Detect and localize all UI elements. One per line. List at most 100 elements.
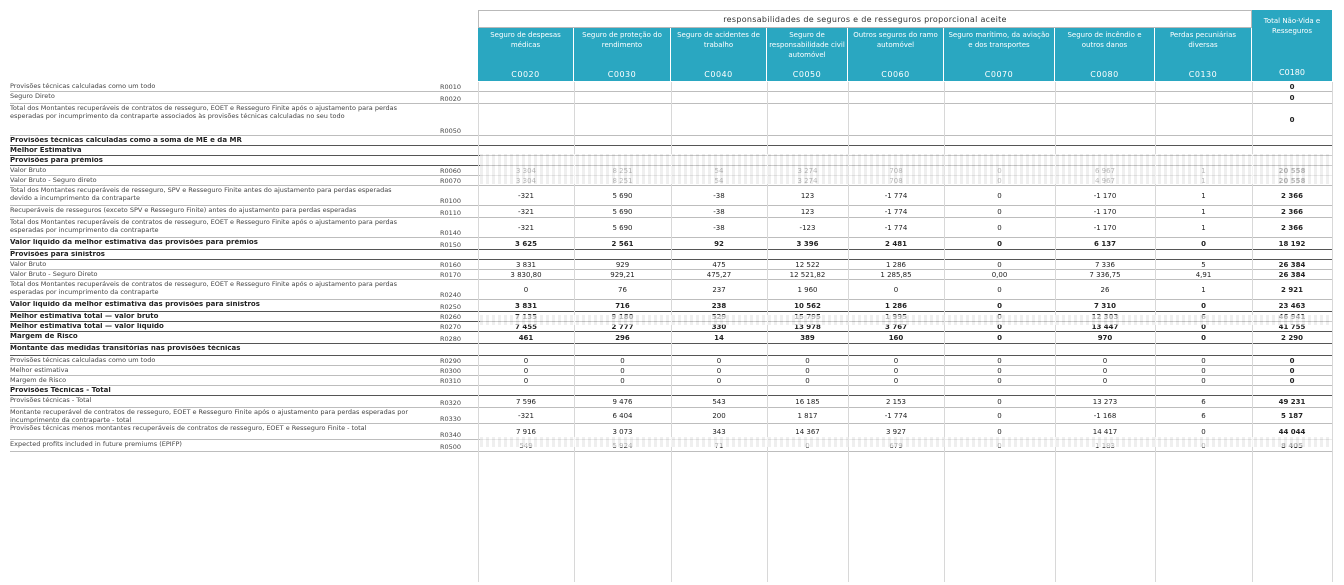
table-cell: 0 [1201,333,1206,342]
table-cell: 0 [1102,376,1108,385]
table-cell: 0 [716,356,722,365]
shaded-band [480,315,1332,325]
table-cell-total: 0 [1289,115,1295,124]
table-cell: 1 817 [797,411,818,420]
table-cell: 0 [893,366,899,375]
row-label: Montante das medidas transitórias nas pr… [10,345,241,352]
row-label: Provisões técnicas - Total [10,397,92,404]
table-cell: 6 [1201,411,1206,420]
row-label: Recuperáveis de resseguros (exceto SPV e… [10,207,357,214]
table-row: Seguro Direto R0020 0 [0,92,1332,104]
table-cell: 7 596 [515,397,537,406]
table-row: Margem de Risco R0280 461 296 14 389 160 0 970 0 2… [0,332,1332,344]
row-code: R0010 [440,83,462,91]
table-cell: 0 [997,207,1002,216]
row-label: Valor Bruto - Seguro Direto [10,271,98,278]
row-code: R0020 [440,95,462,103]
row-label: Melhor estimativa [10,367,69,374]
table-cell: 76 [618,285,627,294]
row-label: Provisões técnicas calculadas como um to… [10,83,156,90]
table-cell: 0 [997,223,1002,232]
table-cell: 13 273 [1092,397,1118,406]
table-row: Provisões para sinistros [0,250,1332,260]
table-cell: 0 [523,366,529,375]
column-header-c0040: Seguro de acidentes de trabalho C0040 [671,28,767,81]
shaded-band [480,437,1332,447]
table-cell: 7 336 [1094,260,1116,269]
grid-line [671,82,672,582]
row-label: Valor Bruto [10,167,47,174]
table-row: Valor Bruto - Seguro Direto R0170 3 830,80… [0,270,1332,280]
table-cell: 5 690 [612,207,633,216]
table-cell: 238 [711,301,727,310]
grid-line [1332,82,1333,582]
column-header-label: Seguro de despesas médicas [490,31,561,49]
table-cell: 2 481 [885,239,907,248]
table-cell: 3 830,80 [510,270,542,279]
table-cell: 14 417 [1092,427,1118,436]
table-cell-total: 49 231 [1278,397,1306,406]
table-cell: 0 [805,366,810,375]
grid-line [574,82,575,582]
table-cell: 0 [805,356,810,365]
row-label: Valor líquido da melhor estimativa das p… [10,239,258,246]
table-cell: 5 690 [612,223,633,232]
table-cell: 716 [615,301,630,310]
table-cell: 1 [1201,207,1206,216]
row-label: Margem de Risco [10,377,67,384]
table-cell: 0 [997,333,1002,342]
table-cell: 929,21 [610,270,635,279]
row-code: R0070 [440,177,462,185]
table-cell: 1 [1201,285,1206,294]
table-row: Valor líquido da melhor estimativa das p… [0,238,1332,250]
table-cell: 0 [620,366,625,375]
row-code: R0110 [440,209,462,217]
row-code: R0160 [440,261,462,269]
table-cell: -321 [518,207,534,216]
table-cell: -321 [518,223,534,232]
grid-line [1252,82,1253,582]
table-cell: 3 831 [515,260,537,269]
row-label: Melhor estimativa total — valor líquido [10,323,164,330]
table-cell: 200 [712,411,726,420]
table-cell: 6 404 [612,411,633,420]
table-cell: 14 367 [795,427,820,436]
table-cell: 0,00 [991,270,1008,279]
column-header-c0020: Seguro de despesas médicas C0020 [478,28,574,81]
column-header-code: C0030 [607,70,637,79]
table-cell-total: 18 192 [1278,239,1306,248]
row-code: R0320 [440,399,462,407]
table-cell-total: 26 384 [1278,270,1306,279]
row-label: Valor líquido da melhor estimativa das p… [10,301,260,308]
table-row: Margem de Risco R0310 0 0 0 0 0 0 0 0 0 [0,376,1332,386]
table-row: Provisões Técnicas - Total [0,386,1332,396]
row-code: R0500 [440,443,462,451]
table-cell: 929 [615,260,630,269]
table-row: Provisões técnicas calculadas como a som… [0,136,1332,146]
table-cell: 0 [893,356,899,365]
table-cell: -38 [713,191,725,200]
table-row: Valor Bruto R0160 3 831 929 475 12 522 1 286 0 7… [0,260,1332,270]
row-label: Valor Bruto [10,261,47,268]
table-cell: 475,27 [706,270,732,279]
table-cell: -321 [518,191,534,200]
table-cell: 0 [997,191,1002,200]
table-cell-total: 44 044 [1278,427,1306,436]
row-label: Provisões técnicas calculadas como a som… [10,137,242,144]
row-label: Total dos Montantes recuperáveis de cont… [10,281,398,296]
table-cell: -1 774 [884,207,908,216]
table-cell: 92 [714,239,724,248]
table-cell: 6 [1201,397,1206,406]
table-cell: 0 [997,285,1002,294]
row-label: Total dos Montantes recuperáveis de cont… [10,105,398,120]
grid-line [944,82,945,582]
table-row: Recuperáveis de resseguros (exceto SPV e… [0,206,1332,218]
table-cell: 10 562 [794,301,821,310]
table-cell-total: 0 [1289,82,1295,91]
table-cell: 5 690 [612,191,633,200]
table-cell-total: 5 187 [1281,411,1303,420]
table-row: Melhor estimativa R0300 0 0 0 0 0 0 0 0 0 [0,366,1332,376]
row-label: Total dos Montantes recuperáveis de cont… [10,219,398,234]
row-code: R0300 [440,367,462,375]
